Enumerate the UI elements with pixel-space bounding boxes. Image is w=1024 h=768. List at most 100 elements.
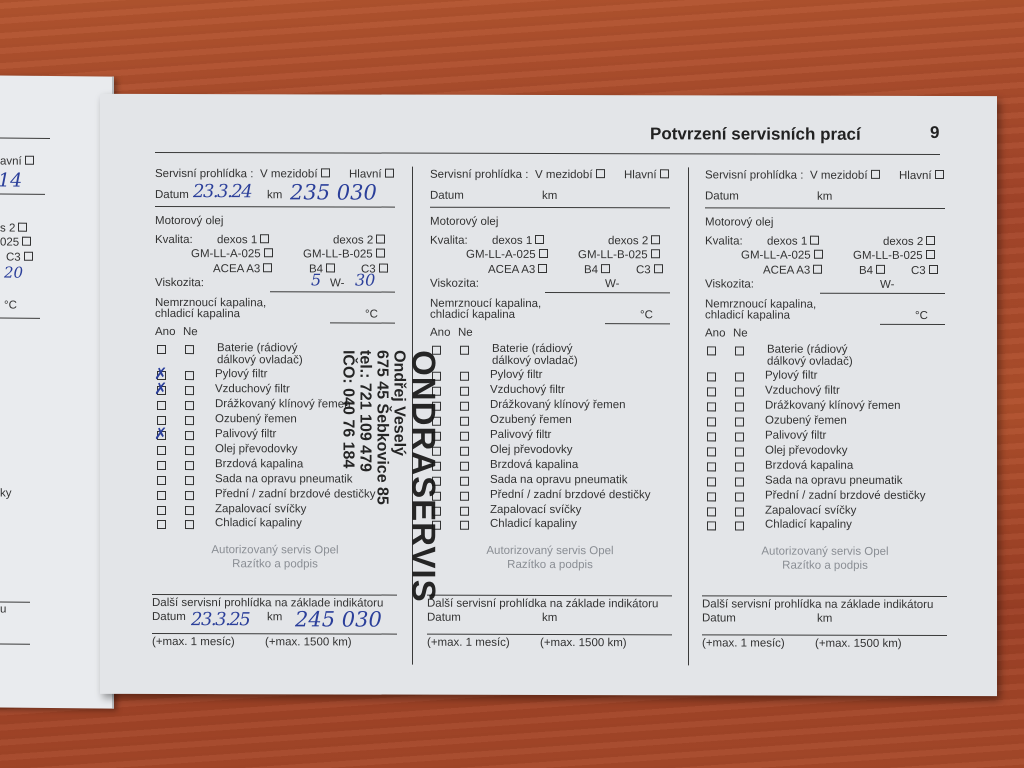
no-checkbox (735, 462, 744, 472)
rule (0, 317, 40, 319)
main-option: Hlavní (899, 170, 944, 182)
main-option: Hlavní (624, 169, 669, 181)
service-item: Ozubený řemen (215, 413, 297, 426)
checkbox (260, 234, 270, 244)
c3-option: C3 (636, 264, 663, 276)
next-check-label: Další servisní prohlídka na základe indi… (427, 597, 659, 611)
stamp-owner: Ondřej Veselý (390, 350, 408, 456)
no-checkbox (735, 447, 744, 457)
rule (427, 633, 672, 636)
fragment-text: avní (0, 155, 22, 168)
service-item: Pylový filtr (765, 369, 818, 382)
checkbox (810, 235, 820, 245)
b4-option-label: B4 (859, 264, 874, 277)
next-check-label: Další servisní prohlídka na základe indi… (702, 598, 934, 612)
dexos2-option-label: dexos 2 (333, 234, 374, 247)
gm-b-option: GM-LL-B-025 (578, 249, 660, 261)
gm-a-option-label: GM-LL-A-025 (191, 248, 261, 261)
yes-checkbox (707, 387, 716, 397)
service-item: Chladicí kapaliny (765, 518, 852, 531)
checkbox (263, 248, 273, 258)
no-checkbox (735, 387, 744, 397)
service-item: Přední / zadní brzdové destičky (490, 488, 651, 502)
checkbox (659, 169, 669, 179)
fragment-next: u (0, 603, 7, 616)
service-item: Palivový filtr (215, 428, 277, 441)
engine-oil-label: Motorový olej (430, 215, 499, 228)
next-km-label: km (817, 612, 833, 625)
max-km-note: (+max. 1500 km) (265, 636, 352, 649)
checkbox (651, 235, 661, 245)
service-record-column: Servisní prohlídka : V mezidobí Hlavní Datu… (702, 95, 950, 696)
gm-a-option: GM-LL-A-025 (741, 250, 823, 262)
checkbox (18, 222, 28, 232)
service-item: Chladicí kapaliny (215, 517, 302, 530)
service-item: Drážkovaný klínový řemen (215, 398, 351, 411)
gm-b-option-label: GM-LL-B-025 (303, 248, 373, 261)
no-checkbox (460, 520, 469, 530)
no-header: Ne (733, 327, 748, 340)
checkbox (384, 168, 394, 178)
no-checkbox (735, 492, 744, 502)
no-checkbox (185, 401, 194, 411)
no-checkbox (185, 386, 194, 396)
no-checkbox (185, 506, 194, 516)
celsius-label: °C (640, 309, 653, 322)
dexos2-option: dexos 2 (883, 236, 936, 248)
gm-b-option-label: GM-LL-B-025 (853, 249, 923, 262)
yes-checkbox (157, 344, 166, 354)
no-checkbox (185, 431, 194, 441)
b4-option-label: B4 (584, 264, 599, 277)
rule (430, 206, 670, 209)
no-checkbox (735, 521, 744, 531)
authorized-service-label: Autorizovaný servis Opel (761, 545, 889, 558)
yes-checkbox (707, 432, 716, 442)
fragment-gm: 025 (0, 236, 32, 249)
left-page: avní 14 s 2 025 C3 20 °C ky u (0, 75, 114, 709)
checkbox (538, 248, 548, 258)
no-checkbox (185, 491, 194, 501)
viscosity-label: Viskozita: (430, 277, 480, 290)
service-item: Palivový filtr (490, 428, 552, 442)
interim-option-label: V mezidobí (260, 168, 318, 181)
b4-option: B4 (584, 264, 611, 277)
stamp-name: ONDRASERVIS (405, 350, 443, 603)
acea-option-label: ACEA A3 (763, 264, 811, 277)
celsius-label: °C (365, 308, 378, 321)
next-date-label: Datum (702, 612, 736, 625)
max-km-note: (+max. 1500 km) (815, 637, 902, 650)
checkbox (535, 234, 545, 244)
service-item: Sada na opravu pneumatik (215, 473, 353, 486)
dexos2-option: dexos 2 (333, 234, 386, 247)
yes-checkbox (707, 346, 716, 356)
service-item: Olej převodovky (215, 443, 298, 456)
checkbox (320, 168, 330, 178)
service-check-label: Servisní prohlídka : (705, 169, 804, 182)
yes-checkbox (707, 507, 716, 517)
dexos1-option-label: dexos 1 (217, 234, 258, 247)
service-item: Drážkovaný klínový řemen (490, 398, 626, 412)
celsius-label: °C (915, 309, 928, 322)
handwritten-next-date: 23.3.25 (191, 609, 250, 631)
yes-header: Ano (155, 325, 176, 339)
max-km-note: (+max. 1500 km) (540, 636, 627, 650)
no-checkbox (460, 446, 469, 456)
no-checkbox (460, 401, 469, 411)
yes-checkbox (707, 402, 716, 412)
fragment-dexos: s 2 (0, 222, 28, 235)
acea-option-label: ACEA A3 (488, 263, 536, 276)
no-checkbox (460, 416, 469, 426)
service-item: Sada na opravu pneumatik (490, 473, 628, 487)
service-item: Vzduchový filtr (490, 383, 565, 397)
no-checkbox (460, 461, 469, 471)
rule (0, 643, 30, 645)
rule (330, 322, 395, 324)
authorized-service-label: Autorizovaný servis Opel (486, 544, 614, 558)
yes-checkbox (157, 400, 166, 410)
service-item: Přední / zadní brzdové destičky (765, 489, 926, 502)
next-date-label: Datum (152, 610, 186, 624)
stamp-signature-label: Razítko a podpis (782, 559, 868, 572)
fragment-text: s 2 (0, 222, 16, 235)
service-item: Olej převodovky (490, 443, 573, 457)
no-checkbox (460, 371, 469, 381)
